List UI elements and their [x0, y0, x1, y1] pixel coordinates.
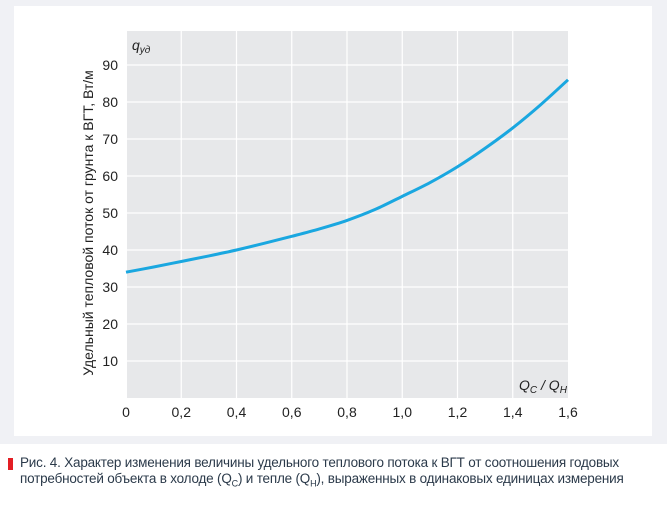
y-tick-label: 50: [102, 205, 118, 221]
y-tick-label: 90: [102, 57, 118, 73]
y-tick-label: 40: [102, 242, 118, 258]
caption-text: ) и тепле (Q: [237, 471, 311, 486]
caption-sub: H: [310, 478, 317, 489]
y-tick-label: 10: [102, 353, 118, 369]
y-tick-label: 20: [102, 316, 118, 332]
x-tick-label: 1,4: [503, 404, 523, 420]
caption-marker: [8, 458, 13, 470]
x-axis-symbol: QC / QH: [519, 377, 568, 396]
x-tick-label: 0,8: [337, 404, 357, 420]
figure-caption: Рис. 4. Характер изменения величины удел…: [8, 455, 667, 492]
x-tick-label: 1,2: [448, 404, 468, 420]
y-axis-label: Удельный тепловой поток от грунта к ВГТ,…: [80, 70, 96, 376]
y-tick-label: 30: [102, 279, 118, 295]
chart: 0 0,2 0,4 0,6 0,8 1,0 1,2 1,4 1,6 10 20 30 40 50 60 70 8…: [80, 31, 578, 420]
y-axis-symbol: qуд: [132, 37, 151, 56]
series-line: [125, 78, 570, 274]
y-tick-label: 60: [102, 168, 118, 184]
caption-label: Рис. 4.: [20, 455, 61, 470]
x-tick-label: 0,6: [282, 404, 302, 420]
x-tick-label: 1,0: [393, 404, 413, 420]
caption-text: Характер изменения величины удельного те…: [20, 455, 619, 486]
y-tick-label: 80: [102, 94, 118, 110]
caption-text: ), выраженных в одинаковых единицах изме…: [316, 471, 624, 486]
x-tick-label: 1,6: [558, 404, 578, 420]
caption-sub: C: [231, 478, 239, 489]
x-tick-label: 0,4: [227, 404, 247, 420]
x-tick-label: 0,2: [172, 404, 192, 420]
y-tick-label: 70: [102, 131, 118, 147]
x-tick-label: 0: [122, 404, 130, 420]
